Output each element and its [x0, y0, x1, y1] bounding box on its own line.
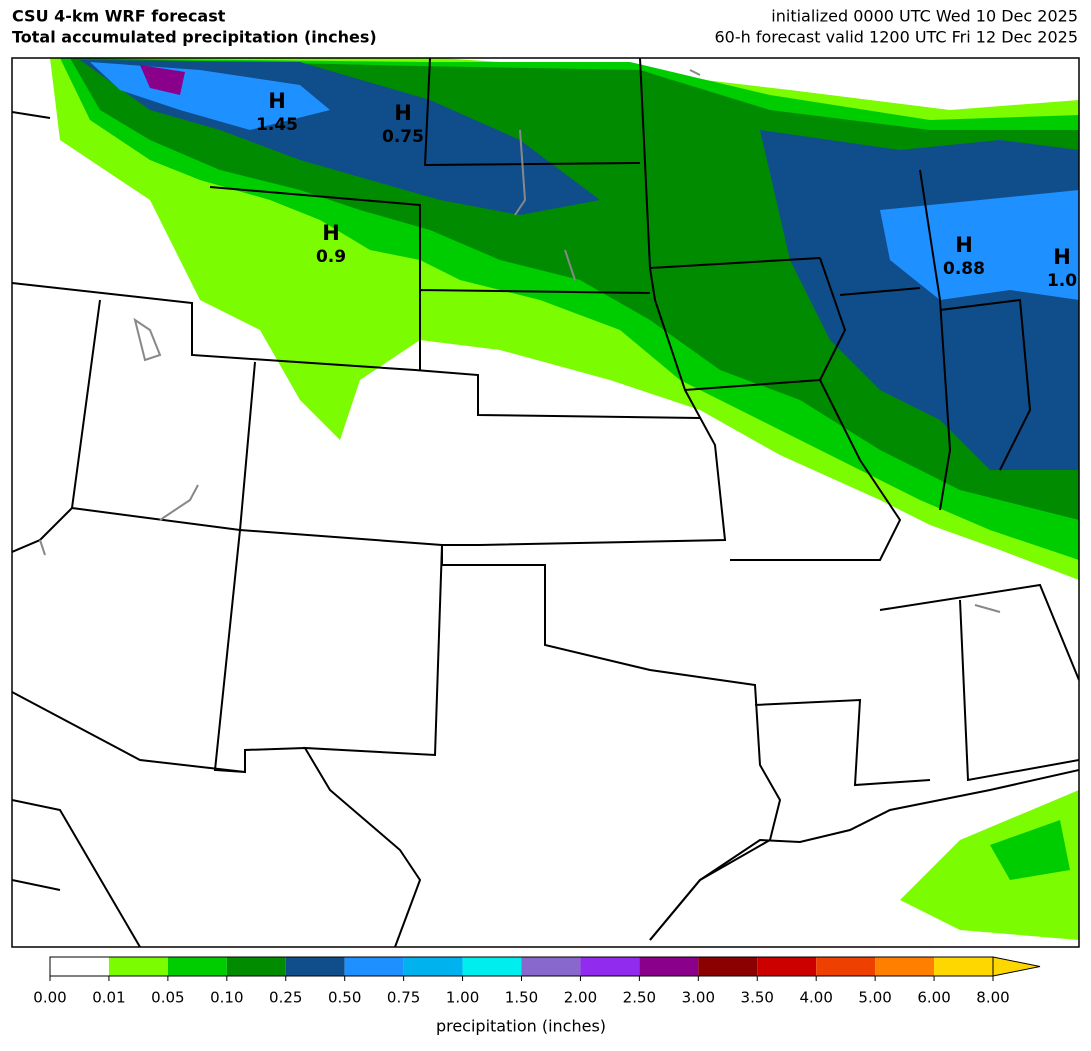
colorbar-segment: [521, 957, 581, 976]
precip-purple: [140, 65, 185, 95]
map-area: [12, 58, 1079, 947]
valid-time: 60-h forecast valid 1200 UTC Fri 12 Dec …: [714, 28, 1078, 47]
colorbar-tick-label: 1.50: [505, 989, 538, 1007]
colorbar-tick-label: 1.00: [446, 989, 479, 1007]
colorbar-segment: [285, 957, 345, 976]
colorbar: 0.00 0.01 0.05 0.10 0.25 0.50 0.75 1.00 1.50 2.00…: [33, 956, 1041, 1007]
colorbar-segment: [50, 957, 109, 976]
colorbar-tick-label: 2.50: [623, 989, 656, 1007]
colorbar-tick-label: 3.00: [682, 989, 715, 1007]
colorbar-segment: [344, 957, 404, 976]
precip-gulf-green: [990, 820, 1070, 880]
precip-blue: [90, 62, 1079, 300]
precip-navy: [80, 60, 1079, 470]
colorbar-segment: [875, 957, 935, 976]
high-letter: H: [268, 89, 286, 113]
high-value: 1.45: [256, 115, 298, 135]
title: CSU 4-km WRF forecast: [12, 7, 226, 26]
colorbar-segment: [639, 957, 699, 976]
high-value: 0.75: [382, 127, 424, 147]
colorbar-tick-label: 0.25: [269, 989, 302, 1007]
colorbar-tick-label: 4.00: [799, 989, 832, 1007]
colorbar-segment: [757, 957, 817, 976]
coastline: [649, 769, 1079, 941]
high-value: 0.88: [943, 259, 985, 279]
colorbar-tick-label: 0.01: [92, 989, 125, 1007]
colorbar-segment: [816, 957, 876, 976]
high-value: 0.9: [316, 247, 346, 267]
colorbar-label: precipitation (inches): [436, 1017, 606, 1036]
precip-gulf: [900, 790, 1079, 940]
colorbar-tick-label: 6.00: [917, 989, 950, 1007]
high-letter: H: [955, 233, 973, 257]
colorbar-tick-label: 0.75: [387, 989, 420, 1007]
map-frame: [11, 57, 1080, 948]
colorbar-segment: [698, 957, 758, 976]
colorbar-segment: [167, 957, 227, 976]
colorbar-tick-label: 0.50: [328, 989, 361, 1007]
lakes-rivers: [39, 69, 1001, 613]
colorbar-tick-label: 2.00: [564, 989, 597, 1007]
subtitle: Total accumulated precipitation (inches): [12, 28, 377, 47]
colorbar-segment: [934, 957, 993, 976]
colorbar-segment: [580, 957, 640, 976]
colorbar-extension: [992, 956, 1041, 977]
high-value: 1.0: [1047, 271, 1077, 291]
colorbar-tick-label: 0.05: [151, 989, 184, 1007]
colorbar-segment: [403, 957, 463, 976]
high-letter: H: [1053, 245, 1071, 269]
colorbar-tick-label: 0.10: [210, 989, 243, 1007]
init-time: initialized 0000 UTC Wed 10 Dec 2025: [771, 7, 1078, 26]
high-letter: H: [322, 221, 340, 245]
colorbar-segment: [462, 957, 522, 976]
colorbar-segment: [226, 957, 286, 976]
colorbar-tick-label: 0.00: [33, 989, 66, 1007]
colorbar-tick-label: 8.00: [976, 989, 1009, 1007]
colorbar-tick-label: 3.50: [741, 989, 774, 1007]
colorbar-segment: [108, 957, 168, 976]
state-borders: [12, 58, 1079, 947]
high-letter: H: [394, 101, 412, 125]
colorbar-tick-label: 5.00: [858, 989, 891, 1007]
